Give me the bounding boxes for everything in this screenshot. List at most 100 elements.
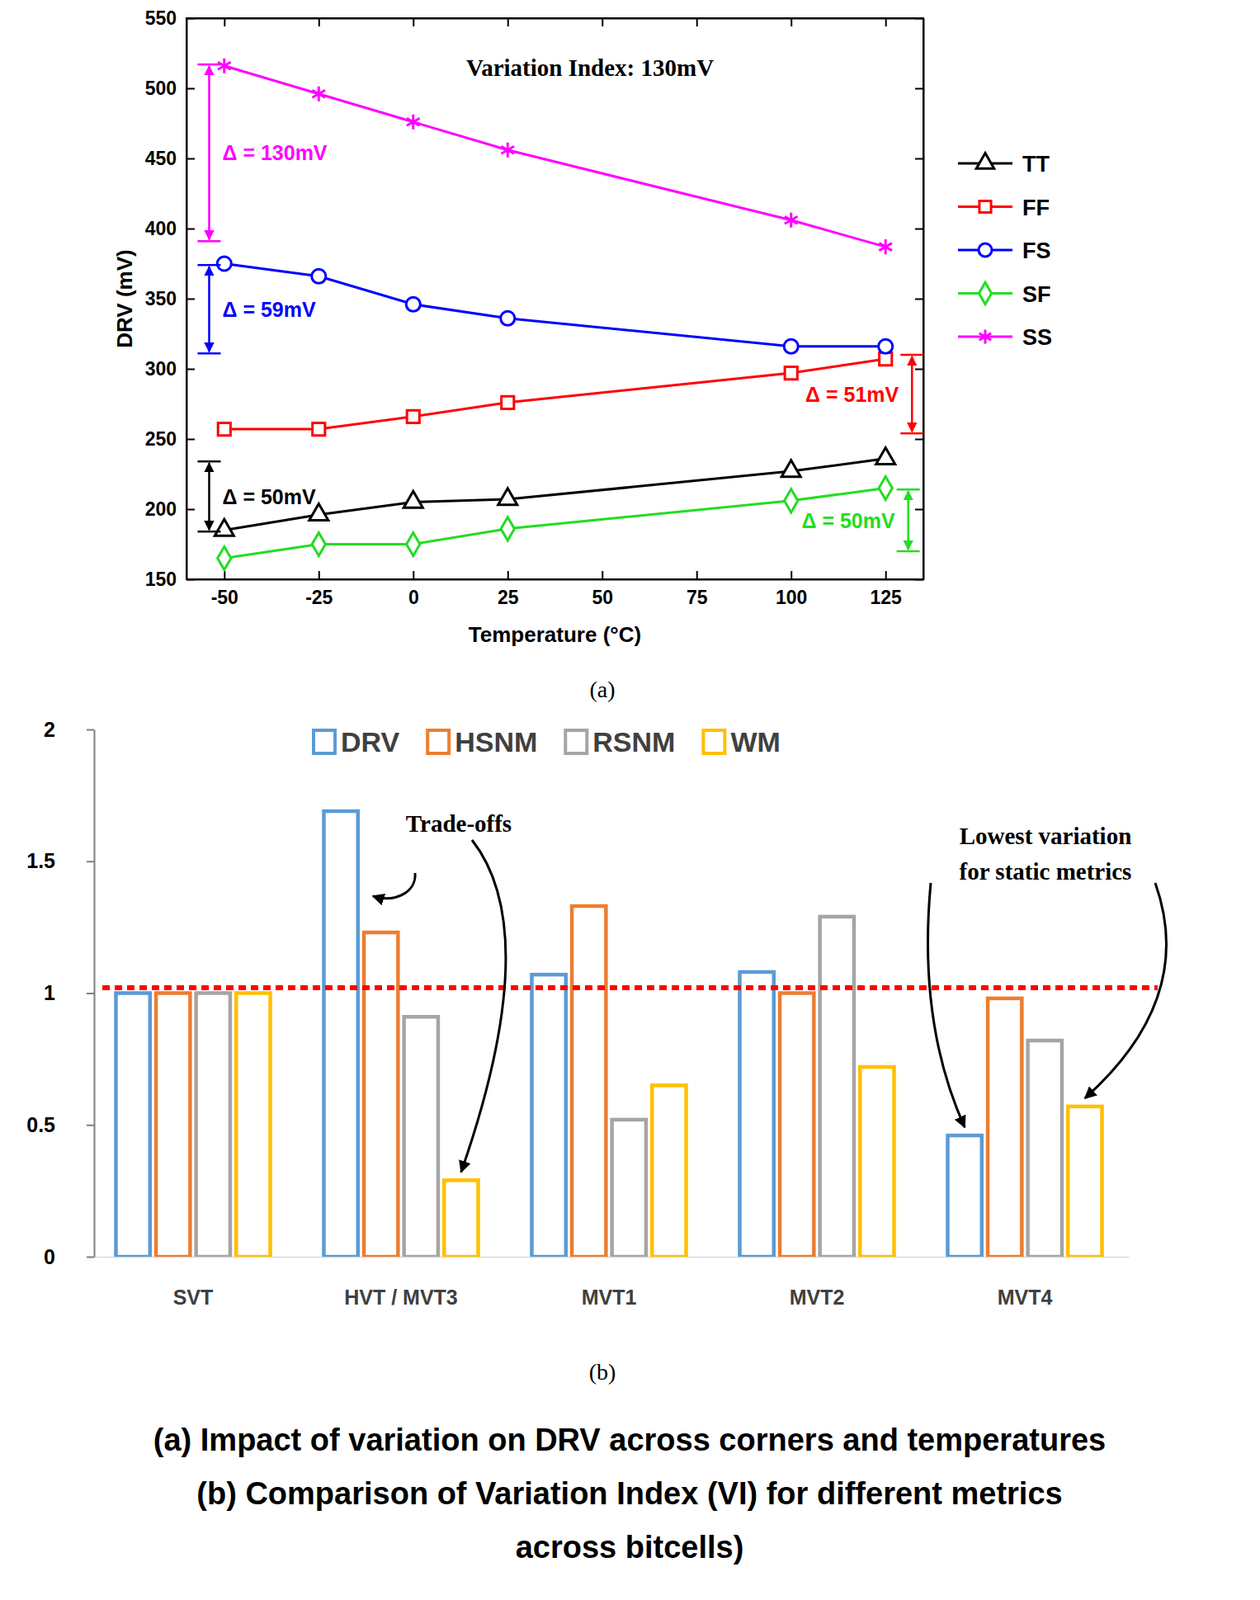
data-point — [311, 268, 326, 284]
bar — [363, 932, 398, 1257]
tick-label: MVT1 — [581, 1285, 638, 1309]
legend-label: DRV — [340, 726, 400, 758]
y-axis-title: DRV (mV) — [112, 249, 137, 348]
bar — [612, 1119, 647, 1257]
delta-cap — [896, 550, 921, 553]
tick: 150 — [145, 568, 195, 590]
tick-mark — [86, 992, 95, 995]
legend-marker — [979, 200, 992, 213]
data-point — [214, 519, 234, 536]
annotation-arrow — [927, 882, 965, 1128]
tick-label: 450 — [145, 147, 177, 170]
legend-marker — [978, 282, 992, 304]
tick: 25 — [497, 571, 520, 609]
tick-label: 0.5 — [26, 1113, 56, 1137]
tick-label: 250 — [145, 428, 177, 450]
legend-swatch — [313, 730, 336, 754]
tick — [413, 18, 415, 27]
delta-cap — [197, 63, 221, 67]
tick-mark — [186, 298, 195, 301]
data-point — [403, 490, 423, 508]
tick: MVT4 — [997, 1256, 1053, 1309]
tick: 200 — [145, 498, 195, 520]
tick-label: 0 — [43, 1245, 56, 1269]
delta-arrow — [207, 66, 211, 240]
data-point — [784, 212, 798, 228]
data-point — [406, 532, 420, 556]
bar — [779, 993, 814, 1258]
delta-cap — [197, 352, 221, 355]
figure: -50-250255075100125150200250300350400450… — [0, 0, 1260, 1600]
axis: 0 0.5 1 1.5 2 — [26, 717, 95, 1269]
tick-mark — [86, 1124, 95, 1127]
tick: 500 — [145, 77, 195, 100]
delta-label: Δ = 50mV — [802, 509, 896, 533]
bar — [404, 1016, 439, 1257]
axis: 150200250300350400450500550 — [145, 7, 195, 590]
bar — [1028, 1040, 1062, 1257]
annotation-arrow — [461, 840, 506, 1172]
plot-frame — [186, 18, 924, 580]
data-point — [217, 256, 232, 271]
bar — [443, 1179, 478, 1257]
tick — [915, 18, 924, 19]
tick-mark — [186, 509, 195, 511]
bar — [235, 993, 270, 1258]
tick — [318, 18, 320, 27]
tick-mark — [186, 228, 195, 231]
data-point — [311, 532, 326, 556]
tick: 1 — [43, 981, 95, 1005]
tick-label: -25 — [305, 586, 333, 609]
tick-mark — [186, 88, 195, 90]
tick-mark — [915, 88, 924, 90]
tick-label: 125 — [870, 586, 903, 609]
data-point — [311, 86, 326, 102]
tick: 0 — [43, 1245, 95, 1269]
tick: 125 — [870, 571, 903, 609]
tick: 2 — [43, 717, 95, 741]
tick-mark — [318, 18, 321, 27]
caption-line: across bitcells) — [515, 1529, 745, 1565]
data-point — [878, 339, 893, 354]
tick-label: 350 — [145, 287, 177, 310]
tick-mark — [223, 571, 226, 580]
data-point — [405, 297, 420, 312]
data-point — [878, 239, 892, 255]
tick: 0 — [408, 571, 420, 609]
tick-label: 0 — [408, 586, 420, 609]
caption-line: (b) Comparison of Variation Index (VI) f… — [196, 1476, 1062, 1511]
tick — [915, 579, 924, 581]
axis-line — [187, 579, 925, 581]
bar — [739, 972, 774, 1257]
delta-label: Δ = 50mV — [221, 485, 316, 509]
tick-mark — [507, 18, 510, 27]
legend: DRVHSNMRSNMWM — [313, 726, 781, 758]
legend-label: WM — [730, 726, 780, 758]
tick-mark — [915, 368, 924, 371]
tick-mark — [318, 571, 321, 580]
bar — [947, 1135, 982, 1257]
tick: -50 — [211, 571, 239, 609]
legend-swatch — [565, 730, 587, 754]
legend-swatch — [703, 730, 725, 754]
bar — [196, 993, 231, 1258]
legend-marker — [978, 243, 992, 257]
data-point — [406, 114, 420, 130]
tick-label: 1.5 — [26, 849, 56, 873]
tick-mark — [86, 729, 95, 732]
legend: TTFFFSSFSS — [957, 151, 1053, 350]
axis: SVTHVT / MVT3MVT1MVT2MVT4 — [89, 1256, 1130, 1309]
tick-label: 2 — [43, 717, 56, 741]
tick-mark — [885, 571, 888, 580]
bar — [323, 811, 358, 1257]
plot-area — [214, 58, 895, 571]
tick-mark — [696, 18, 699, 27]
tick: MVT2 — [789, 1256, 845, 1309]
tick-mark — [86, 1256, 95, 1259]
series-line — [224, 264, 886, 347]
tick: 75 — [686, 571, 708, 609]
axis — [187, 18, 925, 27]
tick — [696, 18, 698, 27]
bar — [115, 993, 150, 1258]
delta-arrow — [207, 462, 211, 530]
